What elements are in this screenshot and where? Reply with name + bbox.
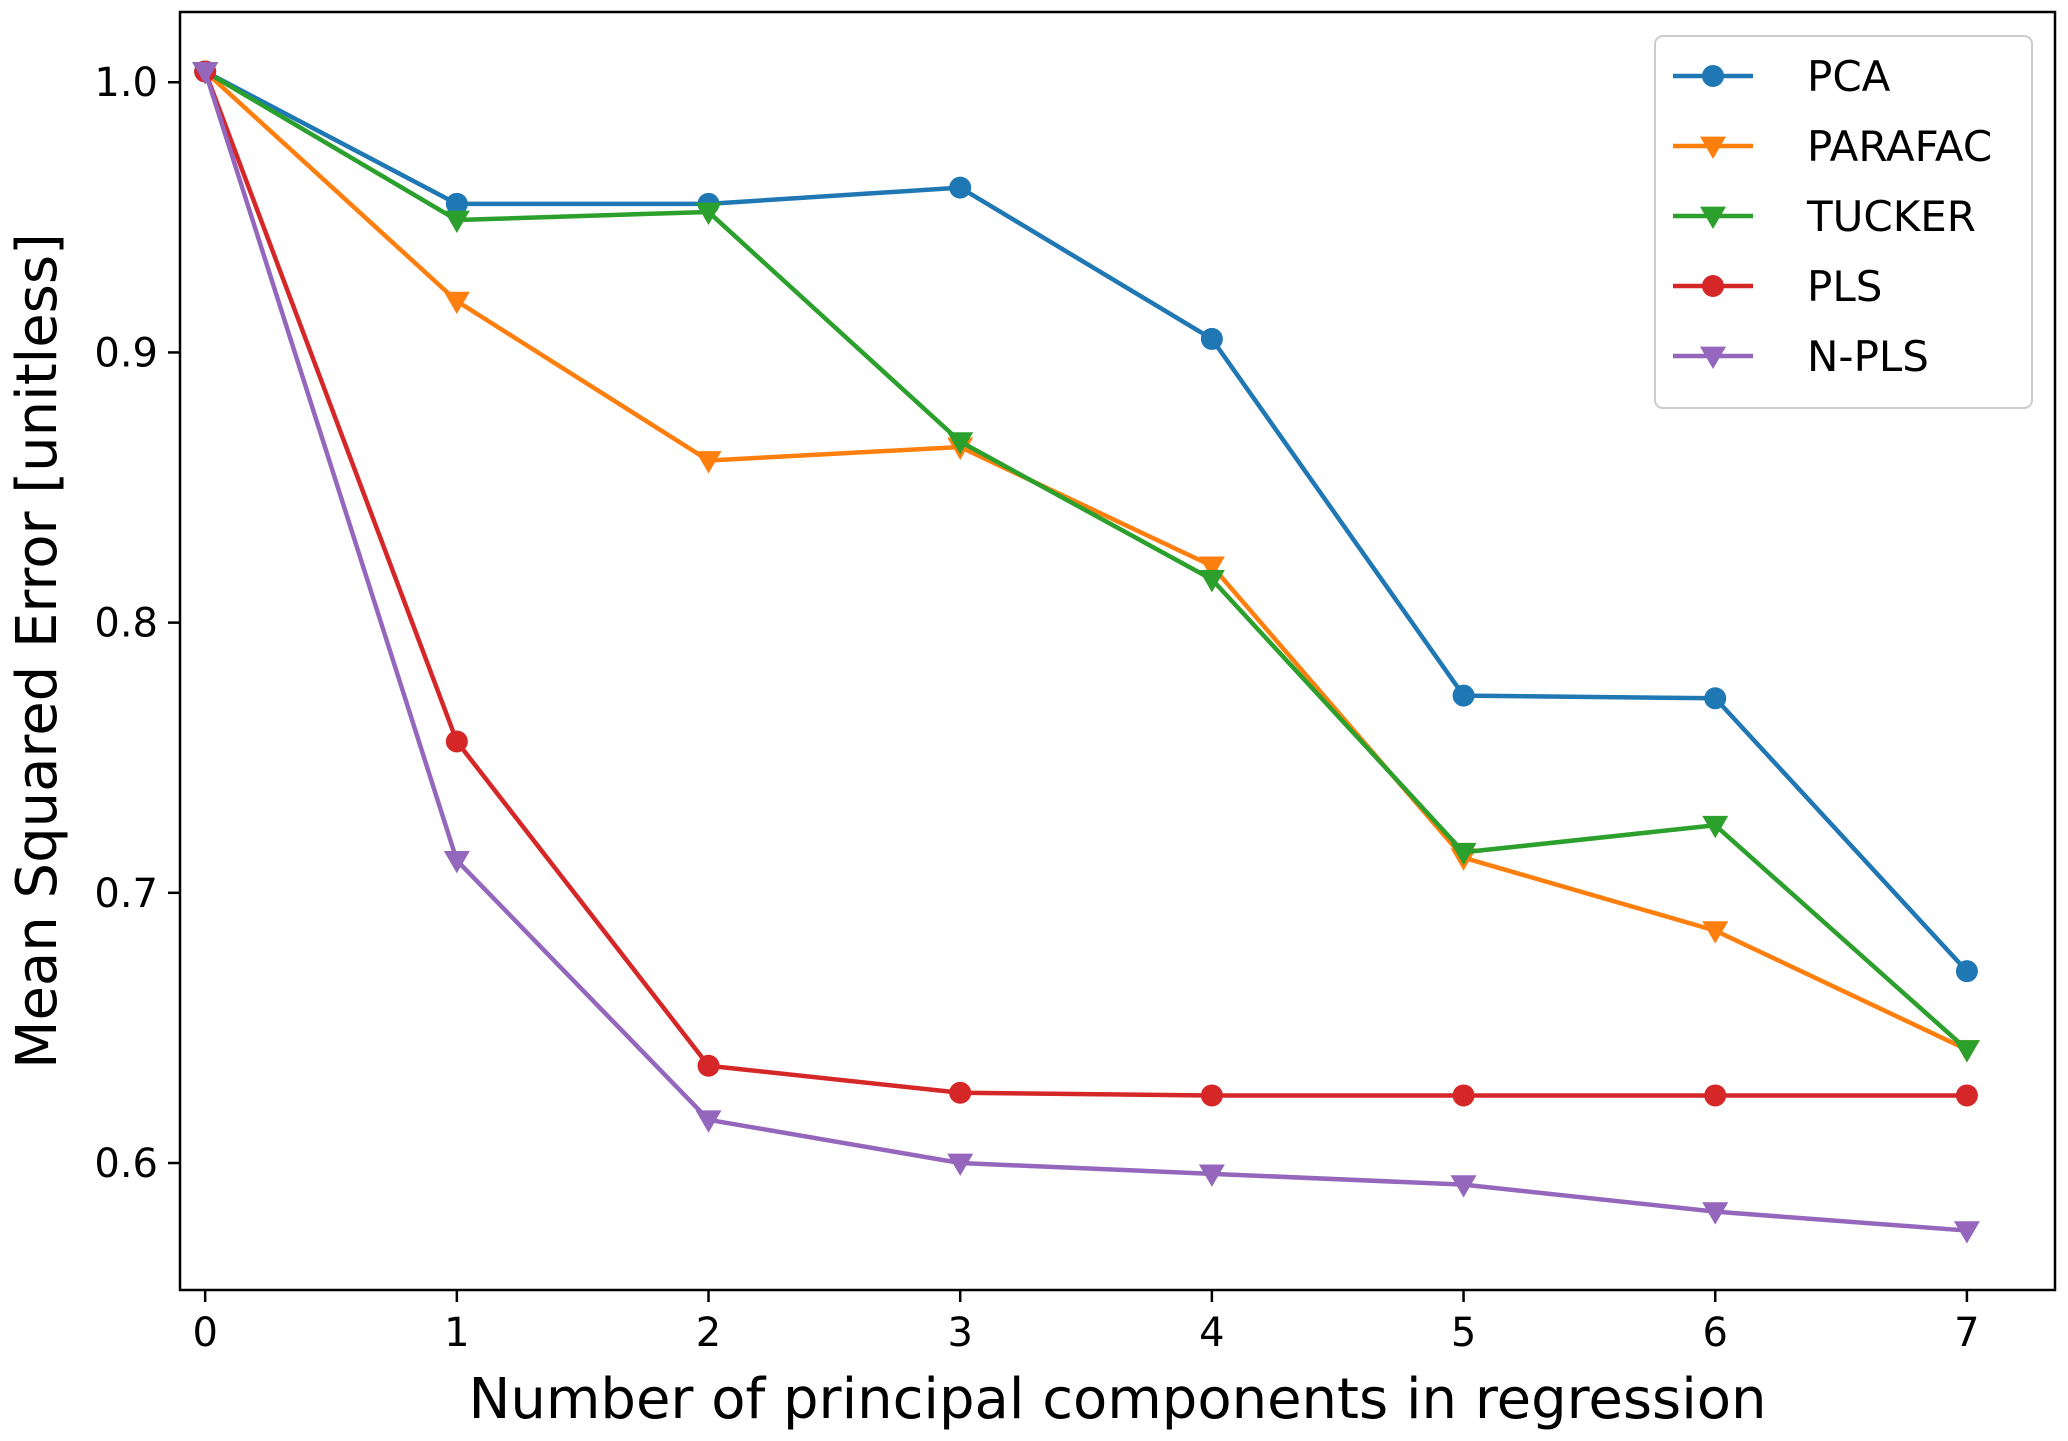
series-line (203, 69, 1968, 1052)
legend-marker (1700, 136, 1726, 159)
x-tick-label: 2 (696, 1310, 721, 1356)
data-point (443, 210, 470, 234)
data-point (445, 192, 468, 215)
data-point (1704, 1084, 1727, 1107)
data-point (443, 291, 470, 315)
data-point (192, 62, 219, 85)
data-point (695, 1110, 722, 1133)
legend-marker (1700, 346, 1726, 369)
legend-label: TUCKER (1806, 192, 1976, 241)
data-point (1452, 684, 1475, 707)
data-point (1704, 687, 1727, 710)
y-axis-label: Mean Squared Error [unitless] (5, 233, 70, 1069)
data-point (947, 1153, 974, 1177)
legend-entry: PARAFAC (1673, 122, 1992, 171)
legend-marker (1702, 65, 1724, 87)
legend: PCA PARAFAC TUCKER PLS N-PLS (1654, 35, 2033, 409)
data-point (1200, 1084, 1223, 1107)
plot-area (192, 60, 1980, 1244)
data-point (1450, 842, 1477, 866)
data-point (1702, 1202, 1729, 1225)
y-tick-label: 0.8 (94, 601, 158, 647)
data-point (1955, 960, 1978, 983)
data-point (1198, 1164, 1225, 1187)
data-point (947, 432, 974, 455)
series-n-pls (192, 62, 1980, 1244)
data-point (949, 1081, 972, 1104)
data-point (695, 451, 722, 474)
data-point (445, 730, 468, 753)
data-point (949, 176, 972, 199)
series-pca (194, 60, 1978, 983)
series-line (204, 69, 1969, 973)
x-tick-label: 4 (1199, 1310, 1224, 1356)
series-line (203, 70, 1968, 1233)
y-tick-label: 0.6 (94, 1141, 158, 1187)
axes: 0 1 2 3 4 5 6 7 0.6 0.7 0.8 0.9 1.0 (94, 10, 2057, 1356)
data-point (1953, 1040, 1980, 1063)
data-point (697, 1054, 720, 1077)
data-point (1450, 1175, 1477, 1198)
data-point (695, 202, 722, 225)
x-tick-label: 1 (444, 1310, 469, 1356)
data-point (1702, 921, 1729, 944)
x-axis-label: Number of principal components in regres… (468, 1367, 1766, 1432)
legend-label: PLS (1807, 262, 1882, 311)
legend-entry: N-PLS (1673, 332, 1929, 381)
data-point (1953, 1221, 1980, 1244)
data-point (1198, 570, 1225, 593)
data-point (443, 851, 470, 874)
legend-label: N-PLS (1807, 332, 1929, 381)
series-line (203, 70, 1967, 1098)
y-tick-label: 1.0 (94, 60, 158, 106)
legend-label: PCA (1807, 52, 1891, 101)
data-point (1955, 1084, 1978, 1107)
data-point (1200, 327, 1223, 350)
plot-frame (178, 10, 2057, 1292)
x-tick-label: 6 (1703, 1310, 1728, 1356)
series-line (204, 69, 1969, 1052)
data-point (1452, 1084, 1475, 1107)
legend-entry: PCA (1673, 52, 1891, 101)
legend-marker (1702, 275, 1724, 297)
x-tick-label: 0 (192, 1310, 217, 1356)
legend-entry: PLS (1673, 262, 1882, 311)
x-tick-label: 7 (1954, 1310, 1979, 1356)
x-tick-label: 3 (947, 1310, 972, 1356)
legend-entry: TUCKER (1673, 192, 1976, 241)
y-tick-label: 0.9 (94, 330, 158, 376)
data-point (1198, 556, 1225, 579)
legend-label: PARAFAC (1807, 122, 1992, 171)
data-point (1702, 815, 1729, 839)
x-tick-label: 5 (1451, 1310, 1476, 1356)
legend-box (1654, 35, 2033, 409)
legend-marker (1700, 206, 1726, 229)
y-tick-label: 0.7 (94, 871, 158, 917)
